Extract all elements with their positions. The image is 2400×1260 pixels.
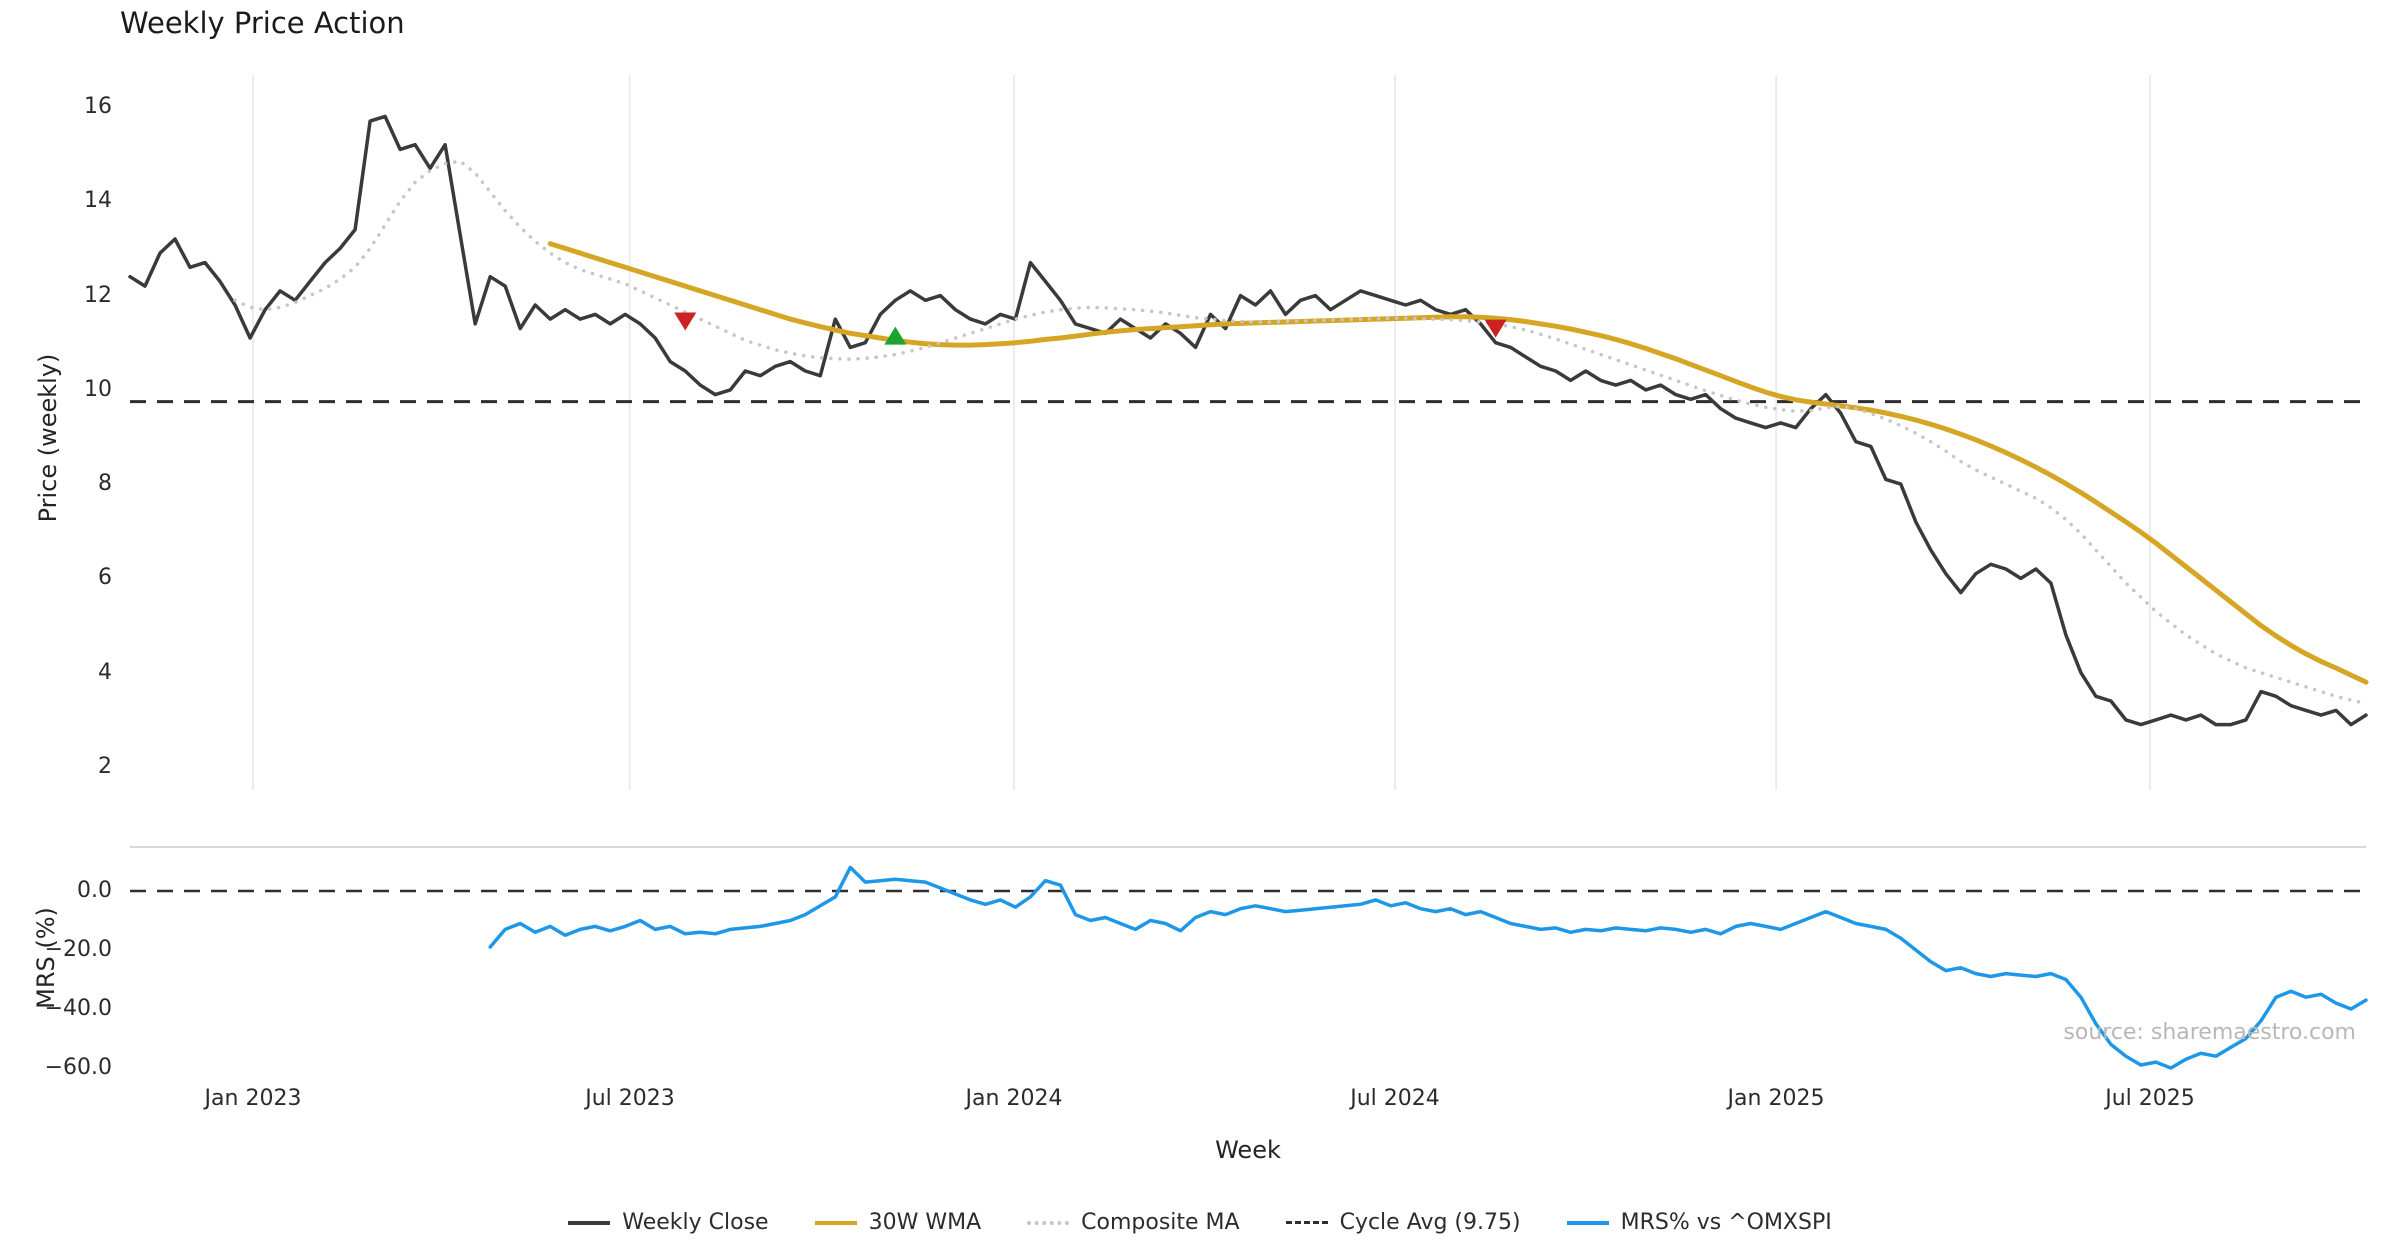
x-tick-label: Jan 2024 — [965, 1086, 1063, 1111]
legend-label: Composite MA — [1081, 1210, 1240, 1235]
mrs-y-tick-label: 0.0 — [77, 878, 112, 903]
composite-ma-line — [233, 159, 2368, 706]
legend-label: Cycle Avg (9.75) — [1339, 1210, 1521, 1235]
price-y-tick-label: 16 — [84, 94, 112, 119]
sell-signal-marker — [1484, 319, 1507, 338]
price-y-tick-label: 4 — [98, 660, 112, 685]
source-watermark: source: sharemaestro.com — [2063, 1020, 2356, 1045]
x-tick-label: Jul 2025 — [2105, 1086, 2195, 1111]
legend-item-wma-30w: 30W WMA — [814, 1210, 982, 1235]
sell-signal-marker — [674, 312, 697, 331]
legend-solid-line-sample — [1566, 1220, 1609, 1225]
price-y-tick-label: 8 — [98, 471, 112, 496]
legend-label: 30W WMA — [868, 1210, 982, 1235]
buy-signal-marker — [884, 326, 907, 345]
x-tick-label: Jul 2024 — [1350, 1086, 1440, 1111]
legend-solid-line-sample — [814, 1220, 857, 1225]
legend: Weekly Close 30W WMA Composite MA Cycle Avg… — [0, 1210, 2400, 1235]
weekly-close-line — [128, 114, 2368, 727]
price-y-tick-label: 14 — [84, 188, 112, 213]
legend-dotted-line-sample — [1027, 1220, 1070, 1225]
x-tick-label: Jan 2025 — [1727, 1086, 1825, 1111]
mrs-y-tick-label: −40.0 — [44, 996, 112, 1021]
legend-item-weekly-close: Weekly Close — [568, 1210, 769, 1235]
mrs-vs-omxspi-line — [488, 865, 2368, 1070]
price-y-tick-label: 2 — [98, 754, 112, 779]
legend-item-mrs: MRS% vs ^OMXSPI — [1566, 1210, 1832, 1235]
x-tick-label: Jan 2023 — [204, 1086, 302, 1111]
legend-label: Weekly Close — [622, 1210, 769, 1235]
legend-item-cycle-avg: Cycle Avg (9.75) — [1285, 1210, 1521, 1235]
price-axis-label: Price (weekly) — [34, 353, 62, 523]
mrs-y-tick-label: −60.0 — [44, 1055, 112, 1080]
mrs-y-tick-label: −20.0 — [44, 937, 112, 962]
legend-item-composite-ma: Composite MA — [1027, 1210, 1240, 1235]
week-axis-label: Week — [1215, 1136, 1281, 1164]
price-y-tick-label: 10 — [84, 377, 112, 402]
legend-solid-line-sample — [568, 1220, 611, 1225]
x-tick-label: Jul 2023 — [585, 1086, 675, 1111]
30w-wma-line — [547, 241, 2369, 685]
legend-label: MRS% vs ^OMXSPI — [1620, 1210, 1832, 1235]
price-y-tick-label: 6 — [98, 565, 112, 590]
price-y-tick-label: 12 — [84, 283, 112, 308]
chart-title: Weekly Price Action — [120, 6, 405, 40]
legend-dashed-line-sample — [1285, 1221, 1328, 1224]
